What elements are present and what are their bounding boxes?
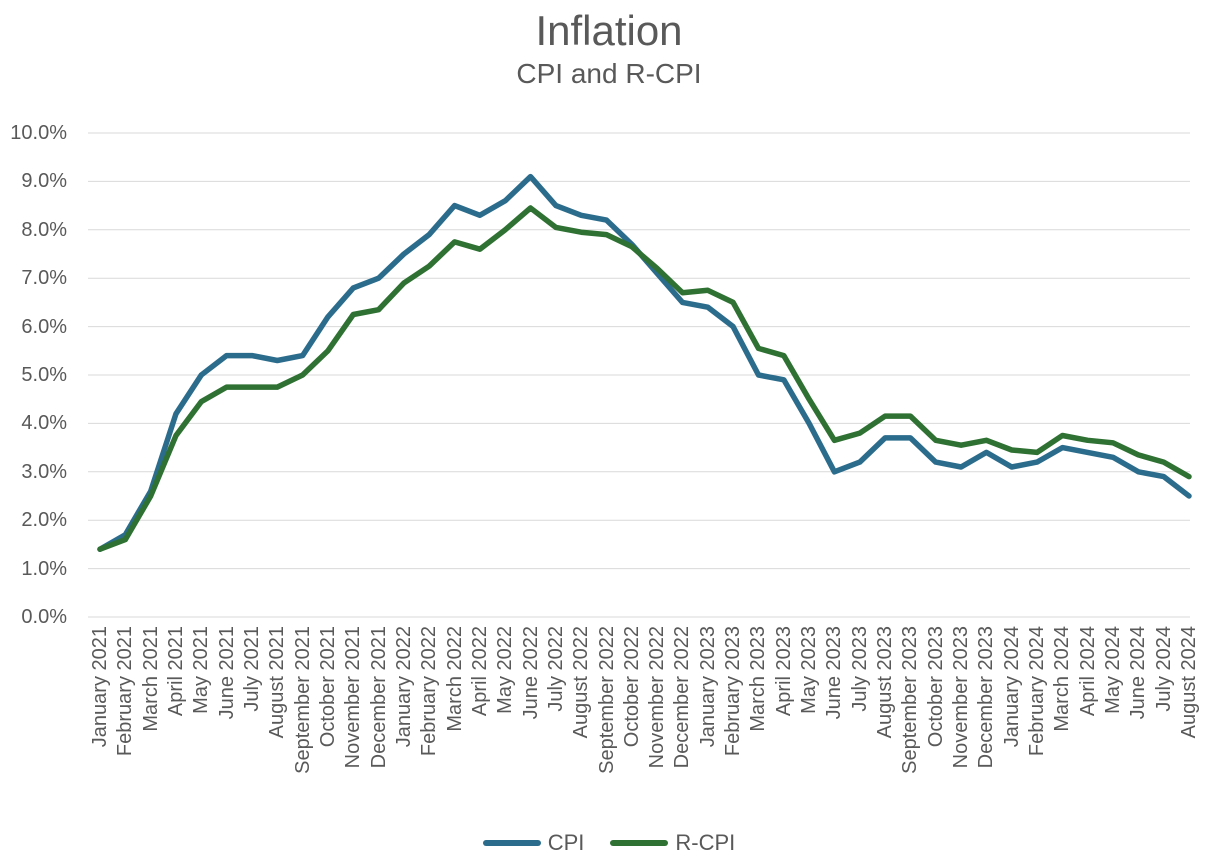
x-axis-label: March 2022 (443, 626, 466, 732)
x-axis-label: September 2022 (595, 626, 618, 774)
x-axis-label: January 2022 (392, 626, 415, 748)
x-axis-label: February 2022 (418, 626, 441, 757)
x-axis-label: July 2021 (240, 626, 263, 712)
x-axis-label: December 2023 (975, 626, 998, 769)
x-axis-label: December 2022 (671, 626, 694, 769)
gridlines (88, 132, 1190, 618)
y-axis-label: 6.0% (21, 315, 67, 338)
x-axis-label: April 2021 (164, 626, 187, 717)
x-axis-label: May 2022 (494, 626, 517, 714)
x-axis-label: April 2024 (1076, 626, 1099, 717)
x-axis-label: January 2023 (696, 626, 719, 748)
x-axis-label: May 2023 (798, 626, 821, 714)
y-axis-label: 0.0% (21, 606, 67, 628)
x-axis-label: October 2023 (924, 626, 947, 748)
chart-subtitle: CPI and R-CPI (516, 58, 702, 89)
x-axis-label: November 2021 (342, 626, 365, 769)
rcpi-legend-line-swatch (610, 840, 669, 846)
x-axis-label: July 2023 (848, 626, 871, 712)
cpi-legend-label: CPI (547, 830, 585, 855)
y-axis-label: 7.0% (21, 267, 67, 290)
cpi-line (97, 173, 1192, 552)
x-axis-label: September 2023 (899, 626, 922, 774)
x-axis-label: April 2023 (772, 626, 795, 717)
x-axis-label: October 2021 (316, 626, 339, 748)
y-axis-label: 4.0% (21, 412, 67, 435)
x-axis-label: May 2021 (190, 626, 213, 714)
x-axis-label: August 2022 (570, 626, 593, 739)
x-axis-label: October 2022 (620, 626, 643, 748)
y-axis-label: 8.0% (21, 218, 67, 241)
x-axis-label: July 2024 (1152, 626, 1175, 712)
y-axis-label: 3.0% (21, 460, 67, 483)
x-axis-label: September 2021 (291, 626, 314, 774)
legend-item-cpi: CPI (482, 830, 585, 856)
y-axis-label: 5.0% (21, 364, 67, 386)
x-axis-label: March 2023 (747, 626, 770, 732)
x-axis-label: December 2021 (367, 626, 390, 769)
chart-title: Inflation (535, 7, 683, 54)
x-axis-label: August 2024 (1178, 626, 1200, 739)
x-axis-label: November 2023 (950, 626, 973, 769)
y-axis-label: 1.0% (21, 557, 67, 580)
y-axis-label: 2.0% (21, 509, 67, 532)
x-axis-label: January 2024 (1000, 626, 1023, 748)
x-axis-label: August 2023 (874, 626, 897, 739)
x-axis-label: August 2021 (266, 626, 289, 739)
cpi-legend-line-swatch (482, 840, 541, 846)
x-axis-label: June 2021 (215, 626, 238, 720)
x-axis-label: May 2024 (1102, 626, 1125, 714)
x-axis-label: February 2023 (722, 626, 745, 757)
x-axis-label: July 2022 (544, 626, 567, 712)
x-axis-label: January 2021 (89, 626, 111, 748)
y-axis-label: 10.0% (10, 122, 67, 144)
x-axis-label: February 2024 (1026, 626, 1049, 757)
x-axis-label: February 2021 (114, 626, 137, 757)
rcpi-line (97, 205, 1192, 552)
rcpi-legend-label: R-CPI (675, 830, 736, 855)
x-axis-label: March 2024 (1051, 626, 1074, 732)
x-axis-label: June 2024 (1127, 626, 1150, 720)
legend-item-rcpi: R-CPI (610, 830, 735, 856)
legend: CPI R-CPI (0, 824, 1218, 862)
x-axis-label: June 2022 (519, 626, 542, 720)
x-axis-label: March 2021 (139, 626, 162, 732)
x-axis-label: April 2022 (468, 626, 491, 717)
x-axis-label: November 2022 (646, 626, 669, 769)
y-axis-label: 9.0% (21, 170, 67, 193)
x-axis-label: June 2023 (823, 626, 846, 720)
